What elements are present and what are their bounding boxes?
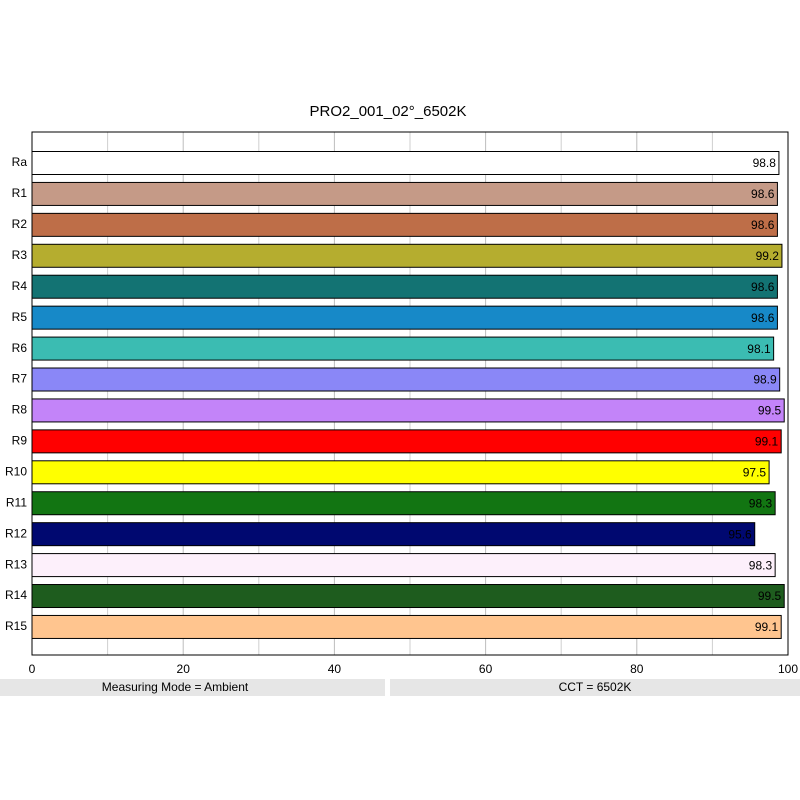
y-tick-label: R2 xyxy=(12,217,28,231)
bar xyxy=(31,522,756,547)
y-tick-label: R15 xyxy=(5,619,27,633)
data-label: 98.6 xyxy=(751,280,775,294)
y-tick-label: R12 xyxy=(5,526,27,540)
y-tick-label: R7 xyxy=(12,372,28,386)
data-label: 99.2 xyxy=(756,249,780,263)
x-tick-label: 100 xyxy=(778,662,798,676)
bar xyxy=(31,429,782,454)
y-tick-label: R4 xyxy=(12,279,28,293)
bar xyxy=(31,584,785,609)
data-label: 95.6 xyxy=(728,527,752,541)
data-label: 99.1 xyxy=(755,435,779,449)
bar xyxy=(31,243,783,268)
data-label: 98.8 xyxy=(753,156,777,170)
bar xyxy=(31,336,775,361)
y-tick-label: R14 xyxy=(5,588,27,602)
data-label: 98.9 xyxy=(753,373,777,387)
data-label: 99.5 xyxy=(758,404,782,418)
x-tick-label: 0 xyxy=(29,662,36,676)
x-tick-label: 40 xyxy=(328,662,342,676)
x-tick-label: 80 xyxy=(630,662,644,676)
y-tick-label: R11 xyxy=(6,495,27,509)
x-tick-label: 60 xyxy=(479,662,493,676)
bar xyxy=(31,460,770,485)
y-tick-label: R13 xyxy=(5,557,27,571)
bar xyxy=(31,274,778,299)
data-label: 98.6 xyxy=(751,187,775,201)
footer-text: Measuring Mode = Ambient xyxy=(102,680,249,694)
data-label: 98.1 xyxy=(747,342,771,356)
data-label: 98.6 xyxy=(751,218,775,232)
y-tick-label: R10 xyxy=(5,464,27,478)
data-label: 97.5 xyxy=(743,465,767,479)
footer-text: CCT = 6502K xyxy=(559,680,632,694)
bar xyxy=(31,305,778,330)
bar xyxy=(31,367,781,392)
y-tick-label: R9 xyxy=(12,434,28,448)
footer-box xyxy=(0,679,385,696)
y-tick-label: R8 xyxy=(12,403,28,417)
plot-frame xyxy=(31,131,789,656)
chart-title: PRO2_001_02°_6502K xyxy=(310,103,467,120)
x-tick-label: 20 xyxy=(177,662,191,676)
data-label: 99.1 xyxy=(755,620,779,634)
bar xyxy=(31,151,780,175)
bar xyxy=(31,491,776,516)
bar xyxy=(31,614,782,639)
y-tick-label: Ra xyxy=(12,155,28,169)
data-label: 98.3 xyxy=(749,496,773,510)
data-label: 98.3 xyxy=(749,558,773,572)
y-tick-label: R1 xyxy=(12,186,28,200)
bar xyxy=(31,212,778,237)
y-tick-label: R6 xyxy=(12,341,28,355)
data-label: 99.5 xyxy=(758,589,782,603)
bar xyxy=(31,181,778,206)
y-tick-label: R5 xyxy=(12,310,28,324)
data-label: 98.6 xyxy=(751,311,775,325)
bar xyxy=(31,398,785,423)
footer-box xyxy=(390,679,800,696)
bar xyxy=(31,553,776,578)
y-tick-label: R3 xyxy=(12,248,28,262)
